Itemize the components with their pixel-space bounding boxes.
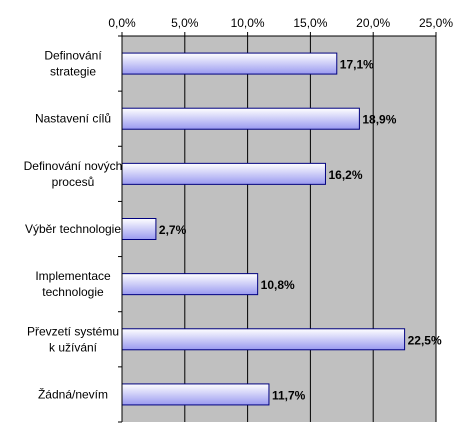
bar [121,107,360,130]
axes [118,32,437,423]
x-tick-labels: 0,0% 5,0% 10,0% 15,0% 20,0% 25,0% [108,16,453,30]
data-label: 10,8% [261,278,295,292]
x-tick-label: 20,0% [356,16,390,30]
category-label: Implementace technologie [35,269,111,299]
bar [121,162,326,185]
category-label-line: Nastavení cílů [35,112,111,126]
category-label-line: Definování [44,49,102,63]
category-label-line: strategie [50,65,96,79]
data-label: 18,9% [362,113,396,127]
gridlines [184,36,437,422]
data-label: 11,7% [272,388,306,402]
data-label: 2,7% [159,223,187,237]
bar [121,383,270,406]
x-tick-label: 25,0% [419,16,453,30]
category-label: Definování nových procesů [24,159,123,189]
value-labels: 17,1% 18,9% 16,2% 2,7% 10,8% 22,5% 11,7% [159,58,442,403]
category-label-line: k užívání [49,340,98,354]
category-label-line: Převzetí systému [27,324,119,338]
category-label-line: procesů [52,175,95,189]
category-label-line: Definování nových [24,159,123,173]
category-label-line: Výběr technologie [25,222,121,236]
category-label-line: Žádná/nevím [38,386,108,401]
bar [121,52,338,75]
category-label: Definování strategie [44,49,102,79]
x-tick-label: 0,0% [108,16,136,30]
category-label: Žádná/nevím [38,386,108,401]
data-label: 22,5% [408,333,442,347]
x-tick-label: 5,0% [171,16,199,30]
x-tick-label: 15,0% [293,16,327,30]
bar [121,328,406,351]
bars [121,52,406,406]
category-label-line: Implementace [35,269,111,283]
category-label-line: technologie [42,285,104,299]
data-label: 16,2% [328,168,362,182]
category-label: Nastavení cílů [35,112,111,126]
x-tick-label: 10,0% [231,16,265,30]
category-labels: Definování strategie Nastavení cílů Definov… [24,49,123,402]
plot-area [122,36,436,422]
bar [121,273,259,296]
category-label: Převzetí systému k užívání [27,324,119,354]
bar [121,218,157,240]
data-label: 17,1% [340,58,374,72]
category-label: Výběr technologie [25,222,121,236]
